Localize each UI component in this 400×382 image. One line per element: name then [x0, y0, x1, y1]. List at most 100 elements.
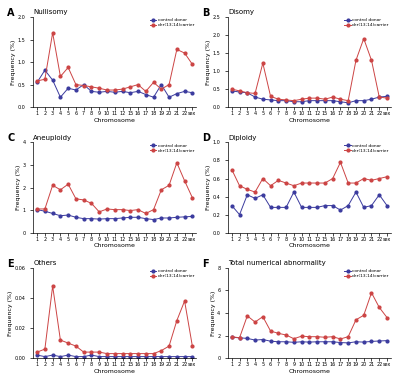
control donor	[354, 190, 358, 194]
X-axis label: Chromosome: Chromosome	[94, 118, 136, 123]
der(13;14)carrier	[112, 88, 117, 92]
control donor	[307, 340, 312, 345]
control donor	[284, 205, 288, 210]
der(13;14)carrier	[174, 318, 179, 323]
X-axis label: Chromosome: Chromosome	[288, 369, 330, 374]
control donor	[284, 98, 288, 103]
der(13;14)carrier	[120, 351, 125, 356]
der(13;14)carrier	[74, 196, 78, 201]
der(13;14)carrier	[330, 176, 335, 181]
Y-axis label: Frequency (%): Frequency (%)	[8, 290, 13, 336]
control donor	[112, 90, 117, 95]
der(13;14)carrier	[268, 94, 273, 99]
der(13;14)carrier	[143, 351, 148, 356]
control donor	[74, 88, 78, 92]
der(13;14)carrier	[104, 207, 109, 211]
der(13;14)carrier	[143, 211, 148, 216]
control donor	[89, 89, 94, 94]
Text: B: B	[202, 8, 209, 18]
control donor	[385, 338, 390, 343]
Y-axis label: Frequency (%): Frequency (%)	[12, 39, 16, 85]
der(13;14)carrier	[89, 84, 94, 89]
der(13;14)carrier	[315, 334, 320, 339]
der(13;14)carrier	[377, 95, 382, 99]
der(13;14)carrier	[322, 335, 327, 340]
control donor	[346, 100, 351, 105]
control donor	[385, 203, 390, 208]
Legend: control donor, der(13;14)carrier: control donor, der(13;14)carrier	[344, 18, 390, 28]
control donor	[237, 335, 242, 340]
der(13;14)carrier	[97, 350, 102, 354]
control donor	[292, 99, 296, 104]
control donor	[97, 90, 102, 95]
control donor	[159, 82, 164, 87]
control donor	[338, 340, 343, 345]
control donor	[315, 98, 320, 103]
Line: control donor: control donor	[36, 354, 194, 358]
control donor	[136, 215, 140, 220]
der(13;14)carrier	[385, 96, 390, 100]
der(13;14)carrier	[253, 91, 258, 96]
der(13;14)carrier	[377, 305, 382, 310]
Y-axis label: Frequency (%): Frequency (%)	[206, 39, 211, 85]
Text: Disomy: Disomy	[228, 9, 254, 15]
der(13;14)carrier	[120, 87, 125, 91]
der(13;14)carrier	[299, 181, 304, 185]
control donor	[260, 337, 265, 342]
der(13;14)carrier	[182, 51, 187, 55]
der(13;14)carrier	[89, 350, 94, 354]
control donor	[260, 193, 265, 197]
der(13;14)carrier	[58, 338, 63, 342]
Text: E: E	[7, 259, 14, 269]
der(13;14)carrier	[292, 98, 296, 103]
control donor	[245, 336, 250, 341]
der(13;14)carrier	[260, 314, 265, 319]
control donor	[229, 203, 234, 208]
control donor	[292, 190, 296, 194]
Legend: control donor, der(13;14)carrier: control donor, der(13;14)carrier	[344, 143, 390, 153]
der(13;14)carrier	[42, 77, 47, 81]
control donor	[167, 216, 172, 220]
der(13;14)carrier	[338, 160, 343, 165]
control donor	[299, 99, 304, 104]
der(13;14)carrier	[229, 167, 234, 172]
control donor	[58, 95, 63, 100]
der(13;14)carrier	[260, 61, 265, 65]
control donor	[66, 86, 70, 91]
control donor	[143, 92, 148, 97]
der(13;14)carrier	[307, 334, 312, 339]
control donor	[182, 89, 187, 94]
Line: der(13;14)carrier: der(13;14)carrier	[36, 161, 194, 215]
X-axis label: Chromosome: Chromosome	[94, 369, 136, 374]
der(13;14)carrier	[268, 329, 273, 333]
der(13;14)carrier	[81, 197, 86, 202]
der(13;14)carrier	[245, 91, 250, 95]
control donor	[253, 196, 258, 201]
control donor	[159, 354, 164, 359]
der(13;14)carrier	[190, 196, 195, 200]
Line: control donor: control donor	[230, 191, 388, 216]
der(13;14)carrier	[229, 334, 234, 339]
Line: control donor: control donor	[36, 208, 194, 221]
control donor	[361, 205, 366, 210]
Y-axis label: Frequency (%): Frequency (%)	[206, 165, 211, 210]
der(13;14)carrier	[104, 88, 109, 92]
control donor	[338, 99, 343, 104]
control donor	[245, 193, 250, 197]
der(13;14)carrier	[369, 290, 374, 295]
der(13;14)carrier	[66, 182, 70, 186]
control donor	[104, 354, 109, 359]
der(13;14)carrier	[104, 351, 109, 356]
Line: der(13;14)carrier: der(13;14)carrier	[36, 285, 194, 355]
control donor	[128, 354, 133, 359]
Line: der(13;14)carrier: der(13;14)carrier	[230, 161, 388, 193]
control donor	[276, 98, 281, 103]
der(13;14)carrier	[354, 317, 358, 322]
control donor	[74, 354, 78, 359]
der(13;14)carrier	[377, 176, 382, 181]
control donor	[50, 353, 55, 358]
der(13;14)carrier	[330, 95, 335, 99]
der(13;14)carrier	[322, 97, 327, 102]
control donor	[190, 354, 195, 359]
der(13;14)carrier	[346, 98, 351, 103]
